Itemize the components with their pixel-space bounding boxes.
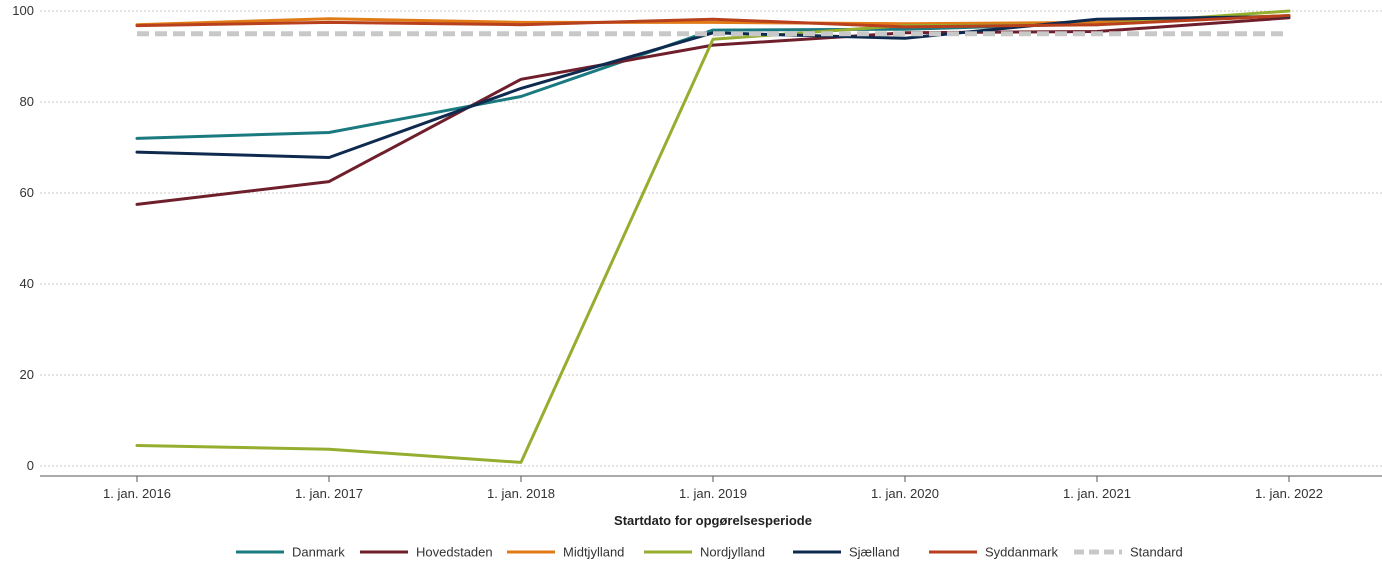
y-tick-label: 40: [20, 276, 34, 291]
series-line-syddanmark: [135, 14, 1291, 29]
y-tick-label: 100: [12, 3, 34, 18]
series-lines: [135, 9, 1291, 464]
x-tick-label: 1. jan. 2018: [487, 486, 555, 501]
x-tick-label: 1. jan. 2019: [679, 486, 747, 501]
legend-label: Sjælland: [849, 545, 900, 560]
legend-item: Standard: [1074, 545, 1183, 560]
legend-item: Nordjylland: [644, 545, 765, 560]
y-tick-label: 20: [20, 367, 34, 382]
x-tick-label: 1. jan. 2022: [1255, 486, 1323, 501]
legend-label: Standard: [1130, 545, 1183, 560]
legend-label: Syddanmark: [985, 545, 1058, 560]
legend-label: Danmark: [292, 545, 345, 560]
legend-item: Danmark: [236, 545, 345, 560]
x-tick-label: 1. jan. 2021: [1063, 486, 1131, 501]
x-tick-label: 1. jan. 2016: [103, 486, 171, 501]
x-axis-title: Startdato for opgørelsesperiode: [614, 513, 812, 528]
y-tick-label: 60: [20, 185, 34, 200]
x-tick-label: 1. jan. 2020: [871, 486, 939, 501]
series-line-sjælland: [135, 15, 1291, 159]
legend-label: Hovedstaden: [416, 545, 493, 560]
y-tick-label: 80: [20, 94, 34, 109]
series-line-hovedstaden: [135, 16, 1291, 206]
y-axis-ticks: 0 20 40 60 80 100: [12, 3, 34, 473]
legend-label: Midtjylland: [563, 545, 624, 560]
x-tick-label: 1. jan. 2017: [295, 486, 363, 501]
y-tick-label: 0: [27, 458, 34, 473]
series-line-nordjylland: [135, 9, 1291, 464]
legend-item: Hovedstaden: [360, 545, 493, 560]
gridlines: [40, 10, 1382, 467]
legend-item: Sjælland: [793, 545, 900, 560]
legend-item: Syddanmark: [929, 545, 1058, 560]
series-line-midtjylland: [135, 14, 1291, 27]
legend-item: Midtjylland: [507, 545, 624, 560]
x-axis-ticks: 1. jan. 2016 1. jan. 2017 1. jan. 2018 1. j…: [103, 476, 1323, 501]
legend: Danmark Hovedstaden Midtjylland Nordjylland…: [236, 545, 1183, 560]
legend-label: Nordjylland: [700, 545, 765, 560]
